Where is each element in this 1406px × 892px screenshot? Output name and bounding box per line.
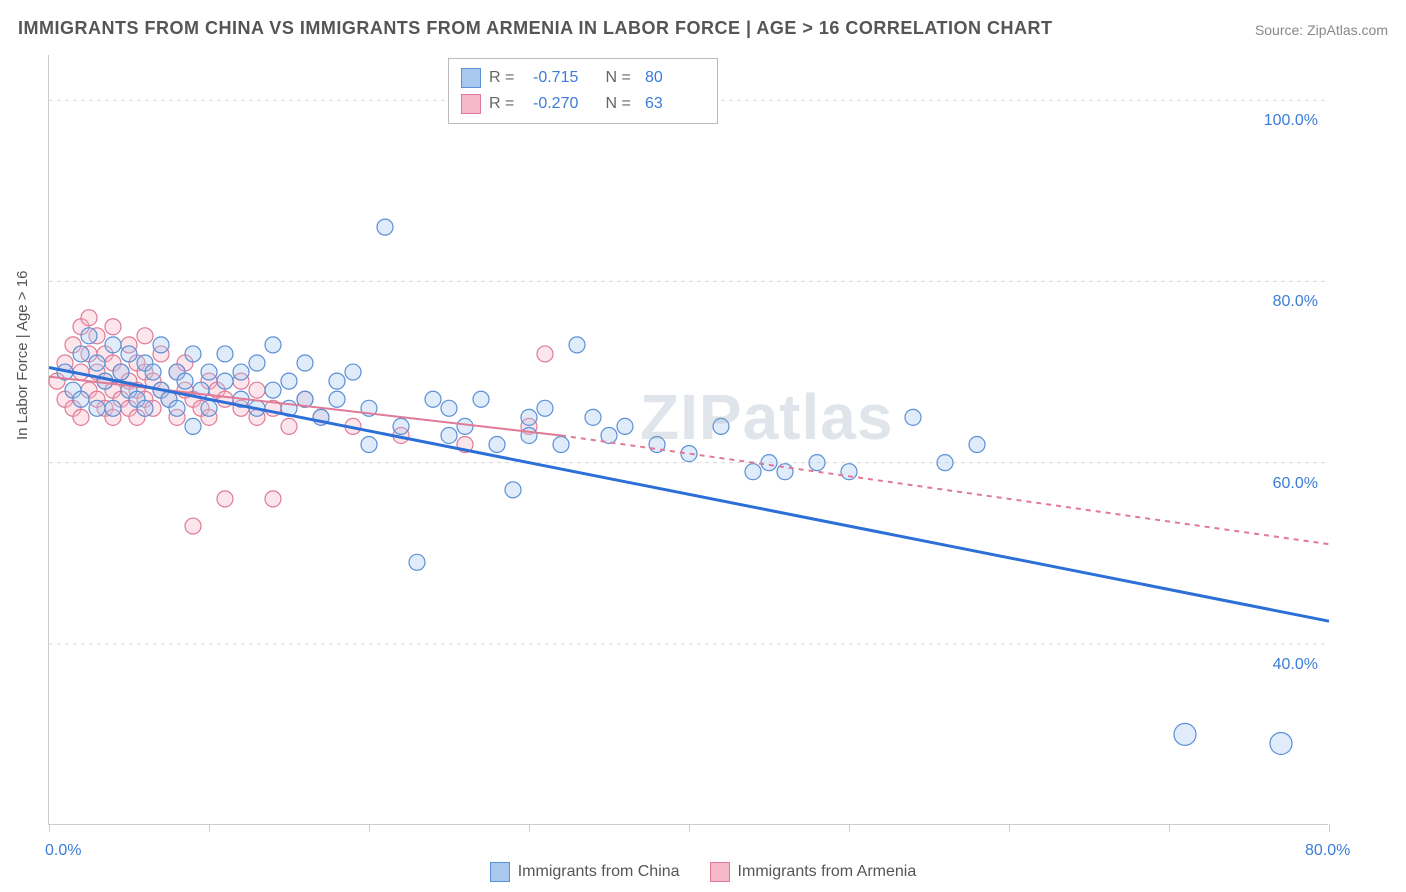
source-attribution: Source: ZipAtlas.com — [1255, 22, 1388, 38]
x-tick-label: 80.0% — [1305, 842, 1350, 860]
y-tick-label: 40.0% — [1273, 656, 1318, 674]
swatch-china — [461, 68, 481, 88]
legend-label-armenia: Immigrants from Armenia — [738, 863, 917, 881]
swatch-china-icon — [490, 862, 510, 882]
legend-item-armenia: Immigrants from Armenia — [710, 862, 917, 882]
plot-area: 40.0%60.0%80.0%100.0%0.0%80.0% — [48, 55, 1328, 825]
plot-svg — [49, 55, 1329, 825]
correlation-legend: R = -0.715 N = 80 R = -0.270 N = 63 — [448, 58, 718, 124]
n-value-armenia: 63 — [645, 95, 705, 113]
legend-row-china: R = -0.715 N = 80 — [461, 65, 705, 91]
y-tick-label: 100.0% — [1264, 112, 1318, 130]
x-tick — [849, 824, 850, 832]
r-value-china: -0.715 — [533, 69, 593, 87]
swatch-armenia-icon — [710, 862, 730, 882]
y-tick-label: 60.0% — [1273, 475, 1318, 493]
r-label: R = — [489, 69, 525, 87]
chart-title: IMMIGRANTS FROM CHINA VS IMMIGRANTS FROM… — [18, 18, 1053, 39]
x-tick — [529, 824, 530, 832]
x-tick — [369, 824, 370, 832]
n-value-china: 80 — [645, 69, 705, 87]
r-label: R = — [489, 95, 525, 113]
x-tick-label: 0.0% — [45, 842, 81, 860]
x-tick — [209, 824, 210, 832]
n-label: N = — [601, 69, 637, 87]
series-legend: Immigrants from China Immigrants from Ar… — [0, 862, 1406, 882]
x-tick — [49, 824, 50, 832]
n-label: N = — [601, 95, 637, 113]
legend-item-china: Immigrants from China — [490, 862, 680, 882]
y-axis-label: In Labor Force | Age > 16 — [14, 271, 31, 440]
chart-container: IMMIGRANTS FROM CHINA VS IMMIGRANTS FROM… — [0, 0, 1406, 892]
legend-label-china: Immigrants from China — [518, 863, 680, 881]
r-value-armenia: -0.270 — [533, 95, 593, 113]
swatch-armenia — [461, 94, 481, 114]
legend-row-armenia: R = -0.270 N = 63 — [461, 91, 705, 117]
x-tick — [1169, 824, 1170, 832]
y-tick-label: 80.0% — [1273, 293, 1318, 311]
x-tick — [1009, 824, 1010, 832]
x-tick — [689, 824, 690, 832]
x-tick — [1329, 824, 1330, 832]
